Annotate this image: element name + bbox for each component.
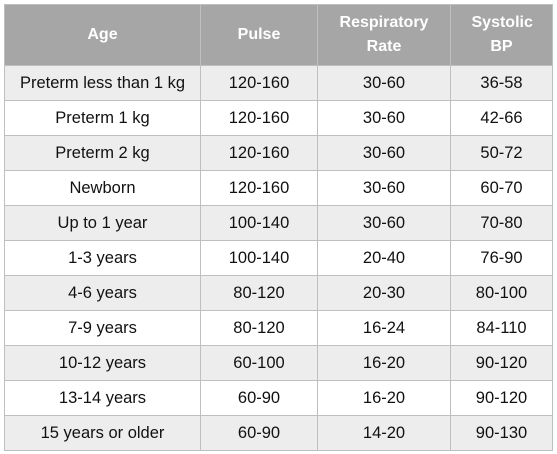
cell-systolic-bp: 90-120	[450, 345, 553, 381]
cell-respiratory-rate: 30-60	[317, 135, 451, 171]
table-row: Preterm 1 kg 120-160 30-60 42-66	[4, 100, 553, 136]
table-row: 10-12 years 60-100 16-20 90-120	[4, 345, 553, 381]
table-row: 1-3 years 100-140 20-40 76-90	[4, 240, 553, 276]
cell-pulse: 120-160	[200, 65, 318, 101]
cell-respiratory-rate: 14-20	[317, 415, 451, 451]
cell-age: 1-3 years	[4, 240, 201, 276]
cell-pulse: 120-160	[200, 170, 318, 206]
cell-systolic-bp: 70-80	[450, 205, 553, 241]
table-row: Up to 1 year 100-140 30-60 70-80	[4, 205, 553, 241]
cell-systolic-bp: 76-90	[450, 240, 553, 276]
cell-age: 13-14 years	[4, 380, 201, 416]
cell-pulse: 100-140	[200, 240, 318, 276]
table-body: Preterm less than 1 kg 120-160 30-60 36-58 P…	[4, 65, 553, 451]
cell-pulse: 120-160	[200, 100, 318, 136]
cell-respiratory-rate: 30-60	[317, 205, 451, 241]
header-systolic-bp: Systolic BP	[450, 4, 553, 66]
cell-respiratory-rate: 16-20	[317, 345, 451, 381]
cell-age: Preterm 2 kg	[4, 135, 201, 171]
cell-pulse: 60-90	[200, 415, 318, 451]
cell-age: Preterm less than 1 kg	[4, 65, 201, 101]
cell-systolic-bp: 80-100	[450, 275, 553, 311]
header-pulse: Pulse	[200, 4, 318, 66]
cell-pulse: 60-90	[200, 380, 318, 416]
cell-age: 7-9 years	[4, 310, 201, 346]
cell-pulse: 100-140	[200, 205, 318, 241]
cell-age: Up to 1 year	[4, 205, 201, 241]
cell-age: 15 years or older	[4, 415, 201, 451]
table-row: Newborn 120-160 30-60 60-70	[4, 170, 553, 206]
cell-pulse: 80-120	[200, 310, 318, 346]
cell-systolic-bp: 84-110	[450, 310, 553, 346]
cell-pulse: 120-160	[200, 135, 318, 171]
cell-systolic-bp: 42-66	[450, 100, 553, 136]
table-row: 15 years or older 60-90 14-20 90-130	[4, 415, 553, 451]
table-row: 4-6 years 80-120 20-30 80-100	[4, 275, 553, 311]
cell-systolic-bp: 60-70	[450, 170, 553, 206]
header-row: Age Pulse Respiratory Rate Systolic BP	[4, 4, 553, 66]
cell-age: Preterm 1 kg	[4, 100, 201, 136]
table-row: Preterm less than 1 kg 120-160 30-60 36-58	[4, 65, 553, 101]
table-row: 13-14 years 60-90 16-20 90-120	[4, 380, 553, 416]
cell-systolic-bp: 90-130	[450, 415, 553, 451]
cell-respiratory-rate: 30-60	[317, 65, 451, 101]
vital-signs-table: Age Pulse Respiratory Rate Systolic BP P…	[4, 4, 553, 451]
cell-respiratory-rate: 16-24	[317, 310, 451, 346]
cell-age: 4-6 years	[4, 275, 201, 311]
cell-systolic-bp: 50-72	[450, 135, 553, 171]
cell-respiratory-rate: 16-20	[317, 380, 451, 416]
table-row: 7-9 years 80-120 16-24 84-110	[4, 310, 553, 346]
cell-age: Newborn	[4, 170, 201, 206]
cell-pulse: 60-100	[200, 345, 318, 381]
cell-age: 10-12 years	[4, 345, 201, 381]
table-row: Preterm 2 kg 120-160 30-60 50-72	[4, 135, 553, 171]
cell-systolic-bp: 36-58	[450, 65, 553, 101]
cell-respiratory-rate: 30-60	[317, 100, 451, 136]
header-respiratory-rate: Respiratory Rate	[317, 4, 451, 66]
header-age: Age	[4, 4, 201, 66]
cell-respiratory-rate: 30-60	[317, 170, 451, 206]
cell-respiratory-rate: 20-30	[317, 275, 451, 311]
cell-respiratory-rate: 20-40	[317, 240, 451, 276]
cell-pulse: 80-120	[200, 275, 318, 311]
cell-systolic-bp: 90-120	[450, 380, 553, 416]
table-header: Age Pulse Respiratory Rate Systolic BP	[4, 4, 553, 66]
